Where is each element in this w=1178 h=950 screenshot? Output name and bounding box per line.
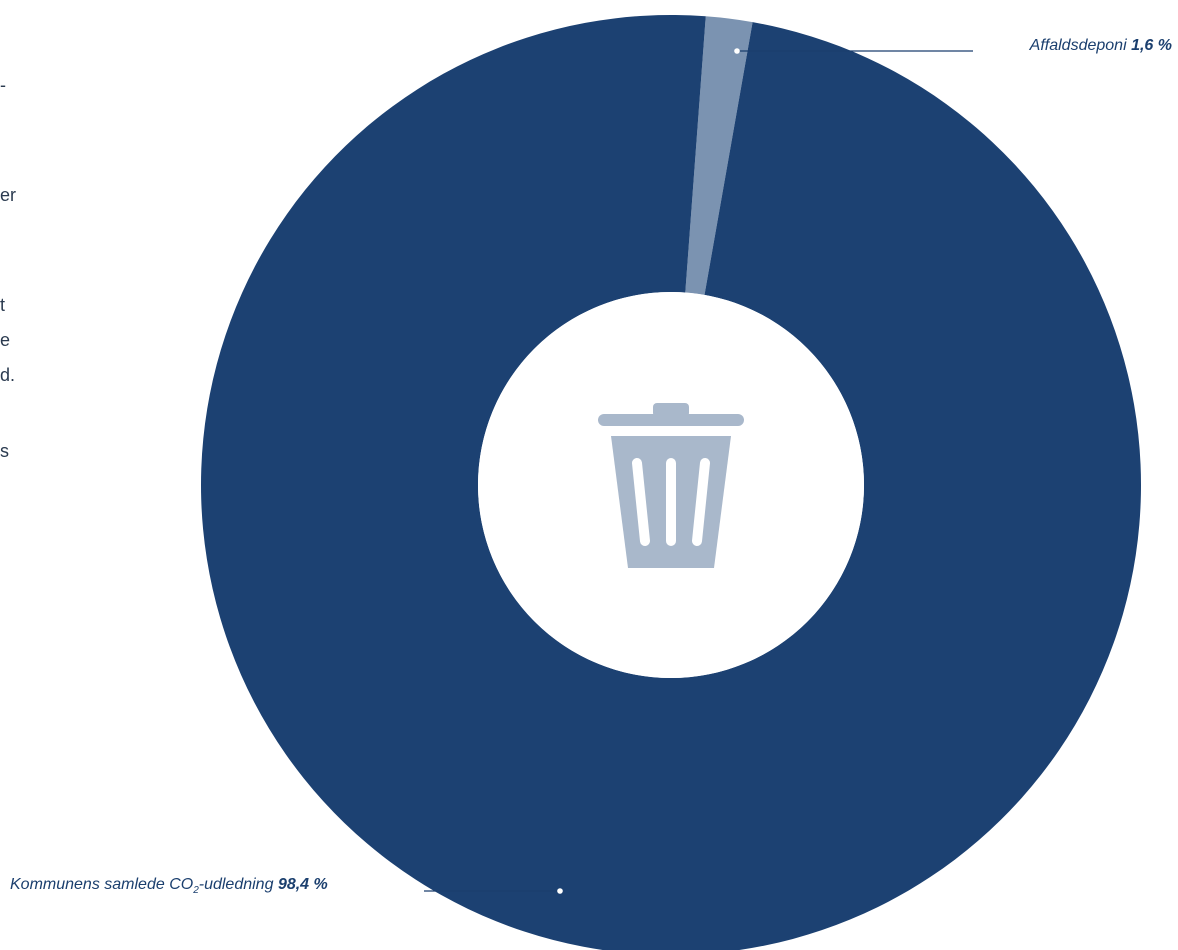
slice-label-value: 1,6 % [1131, 37, 1172, 54]
clipped-body-text: - er t e d. s [0, 0, 60, 600]
slice-affaldsdeponi [685, 16, 753, 295]
callout-leader-top [734, 48, 973, 54]
slice-label-affaldsdeponi: Affaldsdeponi 1,6 % [1030, 37, 1172, 55]
text-fragment: e [0, 330, 11, 350]
slice-label-name-tail: -udledning [198, 876, 274, 893]
callout-leader-bottom [424, 888, 563, 894]
slice-label-name: Kommunens samlede CO [10, 876, 194, 893]
text-fragment: er [0, 185, 17, 205]
slice-label-kommunens-samlede: Kommunens samlede CO2-udledning 98,4 % [10, 876, 328, 896]
trash-can-icon [598, 403, 744, 568]
slice-label-value: 98,4 % [277, 876, 328, 893]
donut-slices [201, 15, 1141, 950]
text-fragment: d. [0, 365, 16, 385]
text-fragment: s [0, 441, 9, 461]
slice-kommunens-samlede [201, 15, 1141, 950]
text-fragment: t [0, 295, 6, 315]
text-fragment: - [0, 75, 6, 95]
slice-label-name: Affaldsdeponi [1029, 37, 1127, 54]
slice-label-subscript: 2 [193, 885, 199, 897]
